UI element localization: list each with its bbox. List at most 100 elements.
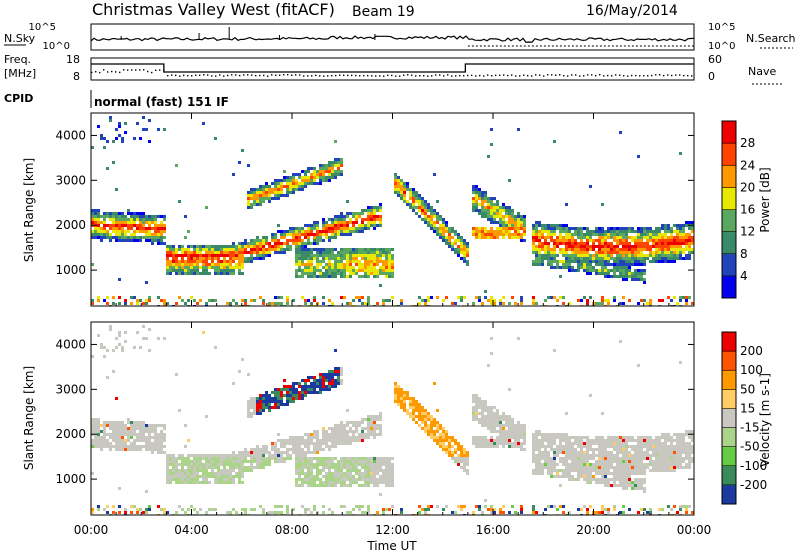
velocity-cell [376,433,379,436]
power-cell [229,266,232,269]
velocity-cell [307,436,310,439]
power-cell [601,296,604,299]
power-cell [352,269,355,272]
velocity-cell [361,460,364,463]
nave-dot [663,74,665,77]
power-cell [541,263,544,266]
velocity-cell [358,478,361,481]
velocity-cell [358,484,361,487]
power-cell [388,272,391,275]
power-cell [403,194,406,197]
power-cell [436,230,439,233]
power-cell [412,197,415,200]
power-cell [343,269,346,272]
power-cell [325,254,328,257]
power-cell [622,302,625,305]
power-cell [388,248,391,251]
power-cell [193,260,196,263]
velocity-cell [94,421,97,424]
power-cell [349,233,352,236]
power-cell [688,239,691,242]
power-cell [157,227,160,230]
power-cell [151,218,154,221]
velocity-cell [547,460,550,463]
power-cell [97,296,100,299]
velocity-cell [379,469,382,472]
power-cell [484,206,487,209]
power-cell [664,236,667,239]
velocity-cell [340,481,343,484]
power-cell [121,233,124,236]
power-cell [301,260,304,263]
power-cell [502,206,505,209]
power-cell [559,296,562,299]
velocity-cell [520,436,523,439]
velocity-cell [508,430,511,433]
velocity-cell [364,511,367,514]
power-cell [277,188,280,191]
velocity-cell [589,463,592,466]
velocity-cell [271,406,274,409]
power-cell [505,227,508,230]
velocity-cell [361,475,364,478]
velocity-cell [280,445,283,448]
velocity-cell [310,469,313,472]
nave-dot [203,74,205,76]
power-cell [646,248,649,251]
velocity-cell [505,430,508,433]
power-cell [589,185,592,188]
nave-dot [407,74,409,76]
power-cell [364,227,367,230]
power-cell [604,233,607,236]
power-cell [628,245,631,248]
velocity-cell [586,478,589,481]
velocity-cell [442,448,445,451]
velocity-cell [424,415,427,418]
power-cell [271,302,274,305]
velocity-cell [121,448,124,451]
velocity-cell [97,424,100,427]
velocity-cell [406,412,409,415]
power-cell [208,254,211,257]
power-cell [367,266,370,269]
velocity-cell [493,415,496,418]
power-cell [139,230,142,233]
power-cell [316,233,319,236]
power-cell [163,128,166,131]
power-cell [676,230,679,233]
power-cell [679,224,682,227]
power-cell [553,257,556,260]
power-cell [355,254,358,257]
power-cell [637,242,640,245]
velocity-cell [319,439,322,442]
power-cell [538,230,541,233]
power-cell [577,248,580,251]
power-cell [379,272,382,275]
power-cell [628,269,631,272]
velocity-cell [475,400,478,403]
power-cell [310,242,313,245]
power-cell [316,230,319,233]
power-cell [271,236,274,239]
power-cell [214,245,217,248]
colorbar-swatch [722,209,736,233]
velocity-cell [154,430,157,433]
power-cell [295,227,298,230]
power-cell [349,227,352,230]
power-cell [388,251,391,254]
velocity-cell [361,505,364,508]
power-cell [289,245,292,248]
power-cell [133,239,136,242]
power-cell [313,182,316,185]
power-cell [328,269,331,272]
power-cell [298,275,301,278]
power-cell [481,227,484,230]
power-cell [304,245,307,248]
velocity-cell [265,391,268,394]
power-cell [580,245,583,248]
power-cell [97,221,100,224]
velocity-cell [373,430,376,433]
power-cell [334,170,337,173]
power-cell [136,212,139,215]
power-cell [436,218,439,221]
